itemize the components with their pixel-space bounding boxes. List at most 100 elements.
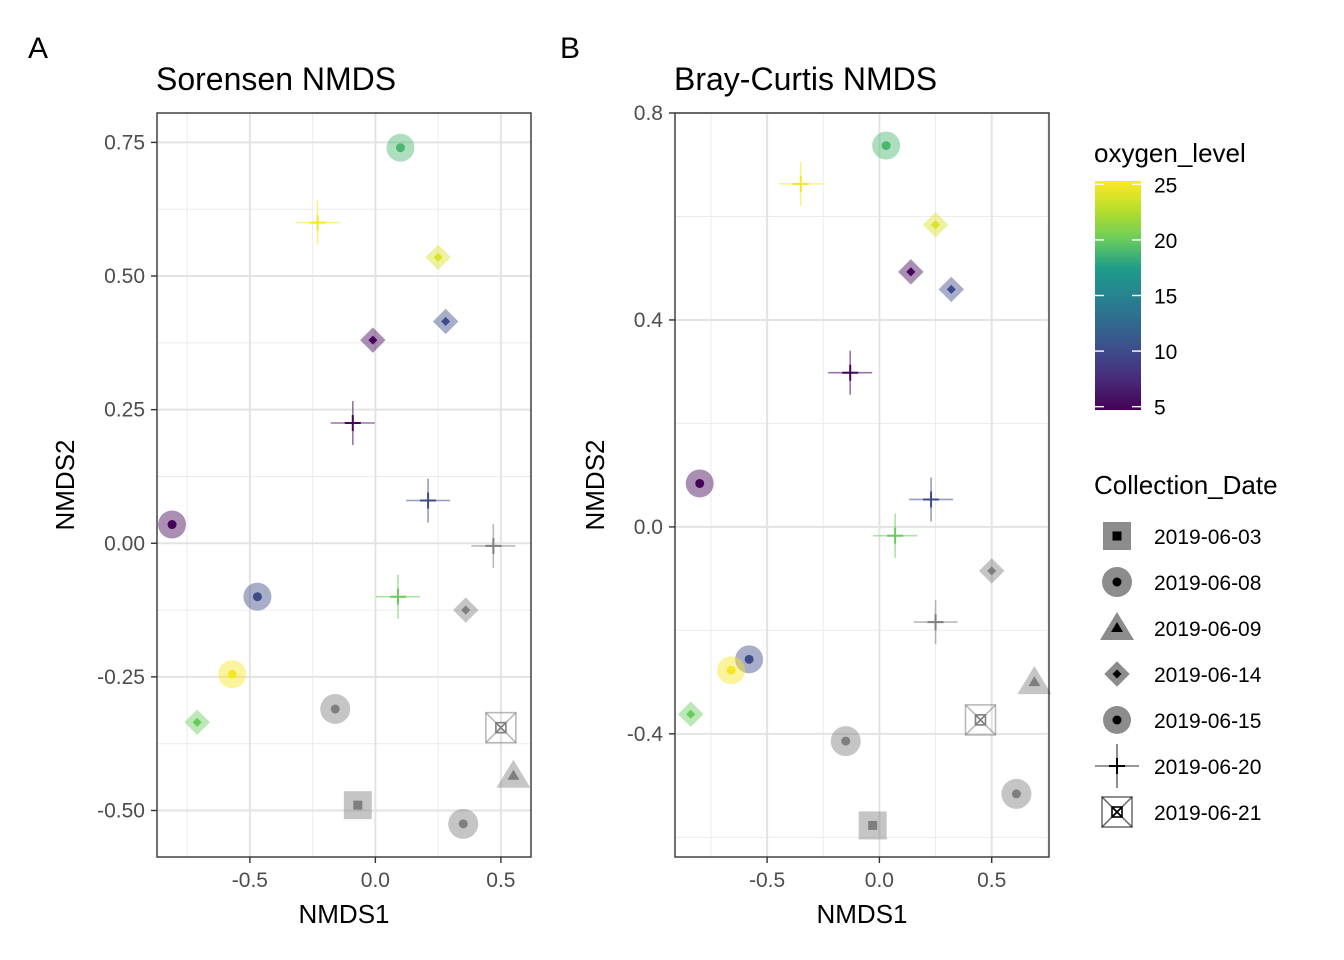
date-legend-key-circle2 xyxy=(1103,706,1131,734)
data-point-circle2 xyxy=(218,660,247,689)
data-point-circle2 xyxy=(243,582,272,611)
panel-a-title: Sorensen NMDS xyxy=(156,61,396,97)
y-tick-label: 0.25 xyxy=(104,399,145,422)
date-legend-item: 2019-06-08 xyxy=(1102,567,1261,597)
data-point-circle xyxy=(830,726,861,757)
data-point-diamond xyxy=(432,308,459,335)
date-legend-key-boxx xyxy=(1101,796,1133,828)
x-tick-label: -0.5 xyxy=(232,869,268,892)
panel-b-ylabel: NMDS2 xyxy=(580,439,610,530)
panel-a-points xyxy=(158,133,531,839)
date-legend-key-square xyxy=(1103,522,1131,550)
colorbar-tick-label: 25 xyxy=(1154,174,1177,197)
panel-b-xlabel: NMDS1 xyxy=(816,899,907,929)
panel-a-frame xyxy=(156,112,532,858)
data-point-triangle xyxy=(496,759,531,788)
data-point-plus xyxy=(909,477,954,522)
data-point-plus xyxy=(913,600,958,645)
data-point-plus xyxy=(778,161,823,206)
data-point-square xyxy=(858,811,887,840)
oxygen-colorbar-ticks: 5 10 15 20 25 xyxy=(1095,174,1177,420)
date-legend-item: 2019-06-03 xyxy=(1103,522,1261,550)
data-point-square xyxy=(343,791,372,820)
colorbar-tick-label: 5 xyxy=(1154,397,1166,420)
data-point-circle2 xyxy=(158,510,187,539)
data-point-diamond xyxy=(938,276,965,303)
data-point-boxx xyxy=(964,704,997,736)
data-point-circle2 xyxy=(735,645,764,674)
panel-b-points xyxy=(677,131,1052,840)
panel-b-plot-area xyxy=(675,113,1049,857)
y-tick-label: 0.8 xyxy=(634,102,663,125)
colorbar-tick-label: 10 xyxy=(1154,341,1177,364)
data-point-diamond xyxy=(425,244,451,271)
x-tick-label: 0.0 xyxy=(361,869,390,892)
data-point-plus xyxy=(873,513,918,558)
date-legend-items: 2019-06-03 2019-06-08 2019-06-09 2019-06-14… xyxy=(1095,522,1262,828)
oxygen-legend-title: oxygen_level xyxy=(1094,138,1246,168)
date-legend-item: 2019-06-21 xyxy=(1101,796,1261,828)
y-tick-label: 0.50 xyxy=(104,265,145,288)
panel-a-grid xyxy=(157,113,531,857)
x-tick-label: 0.5 xyxy=(977,869,1006,892)
date-legend-label: 2019-06-08 xyxy=(1154,572,1261,595)
colorbar-tick-label: 15 xyxy=(1154,286,1177,309)
panel-b-tag: B xyxy=(560,32,580,65)
panel-b-frame xyxy=(674,112,1050,858)
y-tick-label: 0.75 xyxy=(104,131,145,154)
y-tick-label: -0.25 xyxy=(97,666,145,689)
date-legend-label: 2019-06-21 xyxy=(1154,802,1261,825)
data-point-plus xyxy=(471,523,516,568)
date-legend-label: 2019-06-03 xyxy=(1154,526,1261,549)
data-point-circle xyxy=(1001,778,1032,809)
panel-b: B Bray-Curtis NMDS -0.5 0.0 0.5 -0.4 0.0 0.4 0… xyxy=(560,32,1052,929)
date-legend-item: 2019-06-14 xyxy=(1104,661,1262,687)
data-point-diamond xyxy=(922,212,949,238)
data-point-diamond xyxy=(184,709,210,736)
data-point-plus xyxy=(828,350,873,395)
date-legend-key-diamond xyxy=(1104,661,1130,687)
date-legend-key-triangle xyxy=(1100,612,1134,640)
date-legend-label: 2019-06-09 xyxy=(1154,618,1261,641)
x-tick-label: -0.5 xyxy=(749,869,785,892)
data-point-diamond xyxy=(898,259,924,285)
panel-a-plot-area xyxy=(157,113,531,857)
data-point-circle2 xyxy=(872,131,901,160)
y-tick-label: -0.4 xyxy=(627,723,664,746)
data-point-diamond xyxy=(677,701,704,727)
panel-b-title: Bray-Curtis NMDS xyxy=(674,61,937,97)
data-point-plus xyxy=(406,478,451,523)
y-tick-label: 0.00 xyxy=(104,532,145,555)
panel-b-grid xyxy=(675,112,1049,857)
date-legend-item: 2019-06-09 xyxy=(1100,612,1261,641)
x-tick-label: 0.0 xyxy=(865,869,894,892)
data-point-circle xyxy=(448,808,479,839)
y-tick-label: 0.4 xyxy=(634,309,664,332)
panel-a-axes: -0.5 0.0 0.5 -0.50 -0.25 0.00 0.25 0.50 0.75 xyxy=(97,131,515,892)
data-point-diamond xyxy=(978,558,1005,584)
y-tick-label: 0.0 xyxy=(634,516,663,539)
date-legend-key-circle xyxy=(1102,567,1132,597)
data-point-circle2 xyxy=(685,469,714,498)
panel-a: A Sorensen NMDS -0.5 0.0 0.5 -0.50 -0.25 0.00… xyxy=(28,32,532,929)
date-legend-title: Collection_Date xyxy=(1094,470,1278,500)
panel-a-xlabel: NMDS1 xyxy=(298,899,389,929)
data-point-circle xyxy=(320,693,351,724)
data-point-triangle xyxy=(1017,666,1052,695)
date-legend-label: 2019-06-14 xyxy=(1154,664,1262,687)
colorbar-tick-label: 20 xyxy=(1154,230,1177,253)
data-point-diamond xyxy=(453,597,479,623)
panel-b-axes: -0.5 0.0 0.5 -0.4 0.0 0.4 0.8 xyxy=(627,102,1007,892)
x-tick-label: 0.5 xyxy=(486,869,515,892)
date-legend-key-plus xyxy=(1095,744,1139,788)
data-point-boxx xyxy=(485,711,517,744)
data-point-plus xyxy=(330,401,375,445)
data-point-plus xyxy=(295,200,340,245)
y-tick-label: -0.50 xyxy=(97,800,145,823)
date-legend-label: 2019-06-20 xyxy=(1154,756,1261,779)
data-point-diamond xyxy=(360,327,386,353)
date-legend-label: 2019-06-15 xyxy=(1154,710,1261,733)
panel-a-ylabel: NMDS2 xyxy=(50,439,80,530)
data-point-plus xyxy=(375,574,420,619)
